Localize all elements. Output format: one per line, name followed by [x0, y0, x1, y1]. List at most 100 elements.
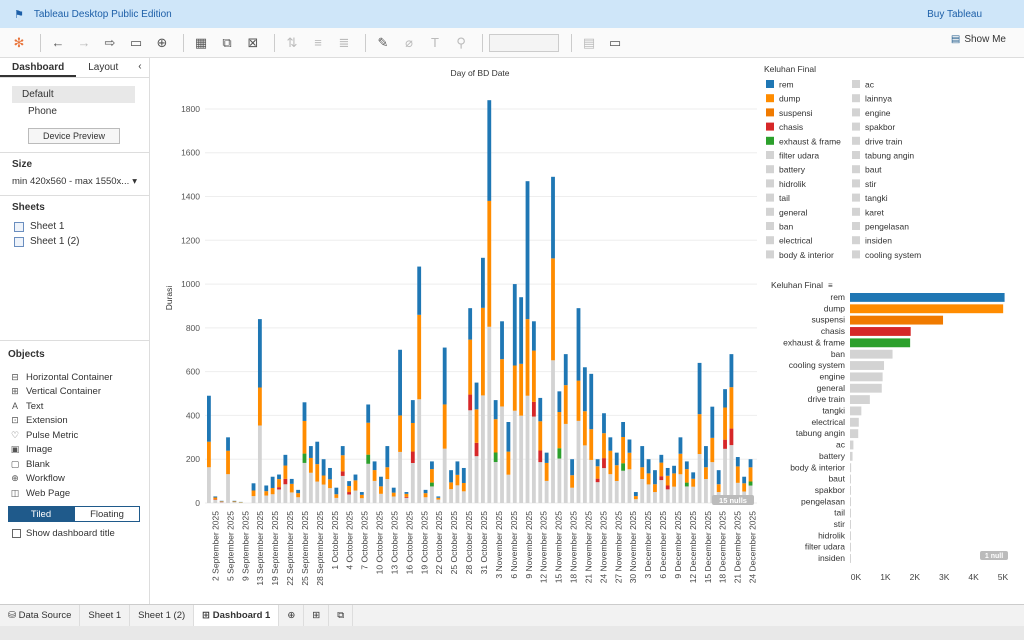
bar-segment [442, 448, 447, 503]
bar-segment [640, 446, 645, 468]
dashboard-sidebar: Dashboard Layout ‹ Default Phone Device … [0, 58, 150, 604]
bar-segment [633, 492, 638, 497]
object-item[interactable]: ⊟ Horizontal Container [11, 371, 113, 383]
object-item[interactable]: ▢ Blank [10, 458, 50, 470]
fit-dropdown[interactable] [489, 33, 559, 52]
bar-segment [232, 501, 237, 503]
hbar [850, 395, 870, 404]
presentation-icon[interactable]: ▭ [608, 34, 622, 50]
bar-segment [729, 428, 734, 446]
bar-segment [391, 487, 396, 493]
x-tick-label: 18 November 2025 [569, 511, 579, 584]
bar-segment [474, 442, 479, 457]
bar-segment [563, 423, 568, 503]
bar-segment [742, 476, 747, 484]
text-icon: A [11, 401, 18, 412]
device-default[interactable]: Default [12, 86, 135, 103]
object-item[interactable]: ♡ Pulse Metric [10, 429, 79, 441]
tiled-button[interactable]: Tiled [8, 506, 74, 522]
floating-button[interactable]: Floating [74, 506, 140, 522]
bar-segment [449, 482, 453, 490]
legend-label: pengelasan [865, 222, 909, 232]
object-item[interactable]: A Text [11, 400, 44, 412]
redo-icon[interactable]: → [77, 35, 91, 50]
bar-segment [531, 350, 536, 402]
device-preview-button[interactable]: Device Preview [28, 128, 120, 144]
duplicate-icon[interactable]: ⧉ [222, 34, 232, 50]
legend-swatch [852, 179, 860, 188]
x-tick-label: 4 October 2025 [345, 511, 355, 570]
bar-segment [665, 489, 670, 503]
legend-swatch [766, 236, 774, 245]
tab-sheet-1[interactable]: Sheet 1 [80, 604, 131, 627]
bar-segment [410, 400, 415, 423]
sort-desc-icon[interactable]: ≣ [338, 34, 350, 50]
new-worksheet-icon[interactable]: ▦ [194, 34, 208, 50]
clear-sheet-icon[interactable]: ⊠ [247, 34, 259, 50]
bar-segment [302, 453, 307, 463]
show-me-button[interactable]: ▤ Show Me [950, 34, 1006, 45]
checkbox-icon[interactable] [12, 529, 21, 538]
object-item[interactable]: ◫ Web Page [10, 487, 71, 499]
divider [0, 152, 149, 153]
bar-segment [551, 258, 555, 361]
object-item[interactable]: ⊕ Workflow [11, 473, 65, 485]
app-title: Tableau Desktop Public Edition [33, 8, 172, 20]
pin-icon[interactable]: ⚲ [456, 34, 466, 50]
object-item[interactable]: ⊡ Extension [11, 415, 68, 427]
show-dashboard-title-checkbox[interactable]: Show dashboard title [12, 528, 115, 539]
bar-segment [653, 470, 657, 485]
tab-data-source[interactable]: ⛁ Data Source [0, 604, 81, 627]
tableau-icon[interactable]: ✻ [13, 34, 25, 50]
bar-segment [474, 409, 479, 443]
sheet-item[interactable]: Sheet 1 [0, 219, 149, 234]
show-cards-icon[interactable]: ▤ [582, 34, 596, 50]
legend-label: spakbor [865, 122, 895, 132]
bar-segment [379, 486, 383, 494]
data-source-icon[interactable]: ⇨ [104, 34, 116, 50]
hbar [850, 508, 851, 518]
sheet-item[interactable]: Sheet 1 (2) [0, 234, 149, 249]
undo-icon[interactable]: ← [51, 35, 65, 50]
bar-segment [353, 480, 358, 491]
labels-icon[interactable]: T [431, 35, 439, 50]
bar-segment [302, 420, 307, 454]
hbar-label: stir [834, 519, 846, 529]
bar-segment [691, 472, 696, 479]
bar-segment [595, 466, 600, 479]
new-data-source-icon[interactable]: ⊕ [156, 34, 168, 50]
tab-sheet-1-2[interactable]: Sheet 1 (2) [130, 604, 195, 627]
bar-segment [385, 446, 390, 468]
tab-dashboard-1[interactable]: ⊞ Dashboard 1 [194, 604, 280, 627]
highlight-icon[interactable]: ✎ [377, 34, 389, 50]
collapse-sidebar-icon[interactable]: ‹ [138, 61, 142, 72]
new-story-tab-icon[interactable]: ⧉ [329, 604, 354, 627]
tab-dashboard[interactable]: Dashboard [0, 58, 77, 77]
bar-segment [512, 284, 517, 366]
y-tick-label: 200 [186, 454, 200, 464]
buy-tableau-link[interactable]: Buy Tableau [927, 8, 982, 20]
hbar-label: spakbor [815, 485, 845, 495]
object-item[interactable]: ⊞ Vertical Container [11, 386, 101, 398]
legend-title: Keluhan Final [764, 64, 816, 74]
bar-segment [372, 461, 377, 471]
swap-icon[interactable]: ⇅ [286, 34, 298, 50]
object-item[interactable]: ▣ Image [10, 444, 53, 456]
bar-segment [468, 394, 473, 411]
device-phone[interactable]: Phone [28, 106, 57, 117]
tab-layout[interactable]: Layout [88, 62, 119, 73]
bar-segment [270, 476, 275, 488]
group-icon[interactable]: ⌀ [405, 34, 413, 50]
legend-label: karet [865, 207, 885, 217]
sort-asc-icon[interactable]: ≡ [314, 35, 322, 50]
hbar-label: electrical [811, 417, 845, 427]
bar-segment [340, 471, 345, 476]
size-dropdown[interactable]: min 420x560 - max 1550x... ▾ [0, 176, 149, 187]
legend-swatch [766, 250, 774, 259]
legend-swatch [852, 222, 860, 230]
save-icon[interactable]: ▭ [129, 34, 143, 50]
new-worksheet-tab-icon[interactable]: ⊕ [279, 604, 305, 627]
bar-segment [398, 349, 402, 416]
hbar-label: ban [831, 349, 845, 359]
new-dashboard-tab-icon[interactable]: ⊞ [304, 604, 330, 627]
